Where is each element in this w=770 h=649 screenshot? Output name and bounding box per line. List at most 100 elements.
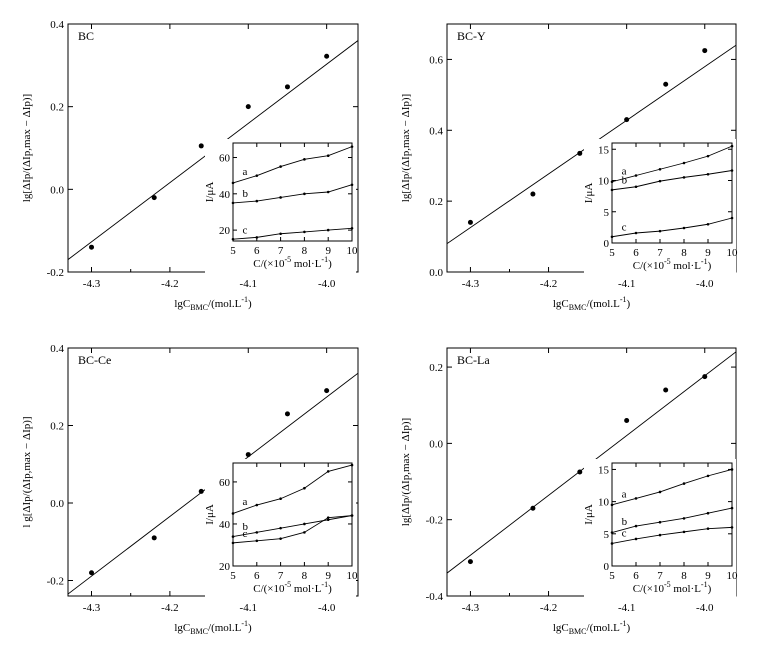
inset-data-point [610,235,614,239]
inset-y-tick-label: 60 [219,153,231,165]
inset-data-point [326,470,330,473]
inset-y-tick-label: 10 [598,497,610,509]
inset-series-label: c [622,528,627,540]
inset-y-tick-label: 5 [604,207,610,219]
y-tick-label: -0.4 [426,591,444,603]
inset-data-point [634,231,638,235]
data-point [245,104,251,110]
x-axis-title-subscript: BMC [190,303,208,312]
inset-y-tick-label: 0 [604,561,610,573]
inset-data-point [279,537,282,540]
inset-x-tick-label: 7 [278,570,284,582]
y-axis-title-part: lg[ΔIp/(ΔIp,max − ΔIp)] [400,418,412,526]
inset-x-axis-title-superscript: -1 [321,580,328,589]
inset-data-point [279,497,282,501]
inset-data-point [706,172,710,176]
x-tick-label: -4.0 [696,602,714,614]
inset-data-point [682,176,686,179]
panel-bc-la: -4.3 -4.2 -4.1 -4.0 -0.4 -0.2 0.0 0.2 BC-La lgCBM… [400,347,738,636]
inset-y-tick-label: 20 [219,561,231,573]
inset-x-tick-label: 9 [705,247,711,259]
inset-data-point [658,229,662,233]
inset-x-axis-title-part: ) [328,258,332,270]
inset-data-point [279,232,282,236]
x-axis-title-part: lgC [553,622,569,634]
x-axis-title-part: ) [248,622,252,634]
inset-x-axis-title-part: C/(×10 [633,583,665,595]
inset-series-label: b [243,521,249,533]
x-axis-title-part: /(mol.L [587,622,621,634]
inset-data-point [730,169,734,172]
x-tick-label: -4.0 [318,278,336,290]
inset-y-axis-title: I/μA [204,182,216,203]
inset-background [584,459,736,602]
inset-series-line [611,217,733,238]
inset-data-point [231,535,235,538]
inset-x-tick-label: 8 [681,570,687,582]
inset-data-point [634,524,638,528]
inset-x-axis-title-part: mol·L [291,258,322,270]
inset-series-line [232,146,353,184]
data-point [198,488,204,494]
inset-data-point [730,526,734,529]
x-axis-title-superscript: -1 [241,619,248,628]
inset-x-tick-label: 10 [727,570,739,582]
inset-y-tick-label: 60 [219,477,231,489]
data-point [89,570,95,576]
data-point [577,150,583,156]
inset-series-label: a [243,496,248,508]
x-tick-label: -4.0 [696,278,714,290]
inset-x-axis-title-part: C/(×10 [253,583,285,595]
data-point [324,388,330,394]
inset-data-point [658,490,662,494]
y-tick-label: 0.4 [50,19,64,31]
inset-data-point [610,503,614,507]
y-axis-title: lg[ΔIp/(ΔIp,max − ΔIp)] [400,94,412,202]
inset-series-line [611,507,733,533]
inset-x-tick-label: 5 [609,570,615,582]
x-tick-label: -4.2 [161,278,178,290]
inset-data-point [658,533,662,537]
inset-series-label: c [622,221,627,233]
data-point [663,81,669,87]
inset-data-point [326,516,330,519]
inset-data-point [610,188,614,192]
inset-data-point [730,468,734,471]
panel-label: BC-Y [457,29,486,43]
inset-x-axis-title-part: ) [708,583,712,595]
y-axis-title: l g[ΔIp/(ΔIp,max − ΔIp)] [21,416,33,527]
inset-y-axis-title: I/μA [583,183,595,204]
inset-y-tick-label: 5 [604,529,610,541]
inset-x-tick-label: 5 [230,570,236,582]
inset-background [205,139,356,277]
x-tick-label: -4.2 [161,602,178,614]
data-point [284,84,290,90]
inset-data-point [255,174,259,177]
inset-frame [232,142,353,242]
inset-data-point [279,526,282,530]
data-point [89,244,95,250]
inset-x-axis-title-superscript: -1 [701,257,708,266]
inset-data-point [231,541,235,545]
inset-series-line [232,464,353,514]
inset-data-point [350,183,354,187]
x-axis-title-part: lgC [553,298,569,310]
panel-bc-ce: -4.3 -4.2 -4.1 -4.0 -0.2 0.0 0.2 0.4 BC-Ce lgCBMC… [21,343,359,636]
inset-data-point [326,190,330,194]
inset-y-tick-label: 15 [598,464,610,476]
inset-data-point [682,161,686,165]
y-axis-title: lg[ΔIp/(ΔIp,max − ΔIp)] [21,94,33,202]
inset-data-point [303,230,306,234]
data-point [324,53,330,59]
x-axis-title-superscript: -1 [620,619,627,628]
inset-series-label: c [243,224,248,236]
y-tick-label: 0.0 [429,438,443,450]
x-tick-label: -4.1 [240,602,257,614]
x-axis-title: lgCBMC/(mol.L-1) [553,619,631,636]
inset-data-point [634,497,638,500]
inset-y-tick-label: 40 [219,189,231,201]
y-tick-label: 0.2 [429,362,443,374]
data-point [198,143,204,149]
inset-data-point [706,222,710,226]
